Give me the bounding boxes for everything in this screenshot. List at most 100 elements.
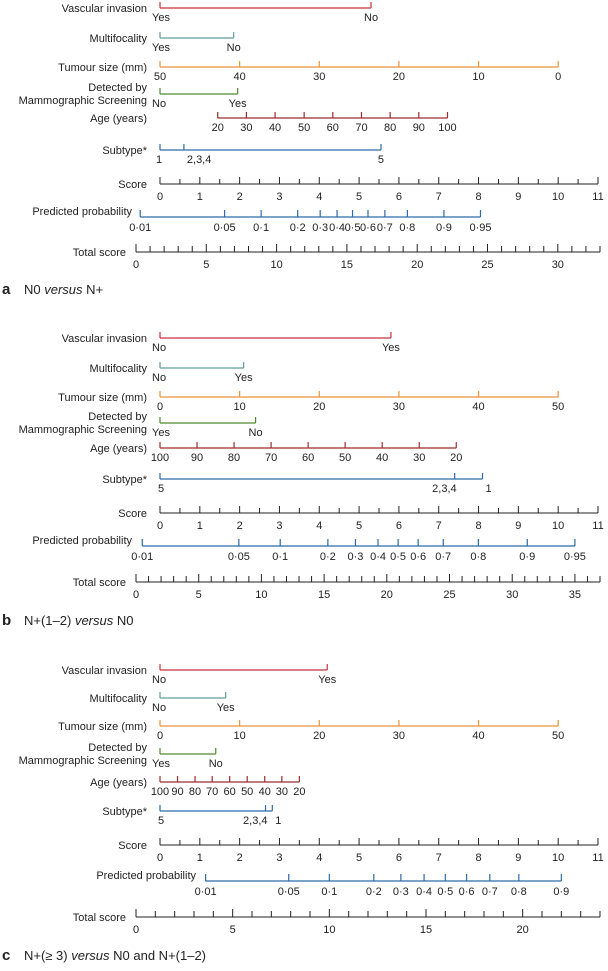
- row-point-label: 60: [224, 786, 236, 798]
- row-point-label: 80: [189, 786, 201, 798]
- nomogram-panel-c: Vascular invasion No Yes Multifocality No Yes…: [2, 664, 604, 964]
- probability-tick-label: 0·5: [437, 886, 453, 898]
- score-tick-label: 5: [356, 520, 362, 532]
- row-point-label: 20: [313, 730, 325, 742]
- row-point-label: 30: [393, 730, 405, 742]
- total-tick-label: 5: [196, 589, 202, 601]
- row-label-tumour: Tumour size (mm): [58, 62, 147, 74]
- score-tick-label: 7: [436, 520, 442, 532]
- row-point-label: 50: [298, 122, 310, 134]
- panel-letter: c: [2, 947, 10, 964]
- total-tick-label: 15: [341, 259, 353, 271]
- score-tick-label: 2: [237, 191, 243, 203]
- row-point-label: Yes: [152, 427, 170, 439]
- row-point-label: 80: [228, 452, 240, 464]
- row-point-label: No: [249, 427, 263, 439]
- total-score-label: Total score: [73, 247, 126, 259]
- panel-letter: a: [2, 281, 11, 298]
- row-point-label: No: [152, 342, 166, 354]
- row-label-subtype: Subtype*: [102, 474, 147, 486]
- score-tick-label: 1: [197, 852, 203, 864]
- row-point-label: 100: [151, 786, 169, 798]
- row-point-label: No: [209, 758, 223, 770]
- probability-tick-label: 0·7: [377, 222, 393, 234]
- predicted-probability-axis: Predicted probability 0·01 0·05 0·1 0·2 0·3 0·…: [32, 535, 586, 563]
- row-point-label: 1: [275, 815, 281, 827]
- row-point-label: 30: [240, 122, 252, 134]
- row-point-label: 20: [313, 401, 325, 413]
- probability-tick-label: 0·9: [436, 222, 452, 234]
- row-multifocality: Multifocality Yes No: [90, 32, 241, 54]
- row-point-label: 60: [327, 122, 339, 134]
- row-label-multifocality: Multifocality: [90, 693, 148, 705]
- row-point-label: No: [152, 372, 166, 384]
- probability-label: Predicted probability: [96, 870, 196, 882]
- row-point-label: 5: [378, 154, 384, 166]
- total-tick-label: 0: [133, 589, 139, 601]
- row-point-label: 50: [154, 71, 166, 83]
- row-point-label: Yes: [318, 674, 336, 686]
- row-point-label: 20: [450, 452, 462, 464]
- row-point-label: 90: [413, 122, 425, 134]
- total-tick-label: 5: [203, 259, 209, 271]
- score-tick-label: 3: [276, 520, 282, 532]
- row-label-detected: Detected by: [88, 411, 147, 423]
- probability-tick-label: 0·05: [214, 222, 236, 234]
- score-tick-label: 1: [197, 191, 203, 203]
- score-tick-label: 2: [237, 852, 243, 864]
- nomogram-panel-a: Vascular invasion Yes No Multifocality Yes No…: [2, 2, 604, 298]
- row-point-label: 5: [158, 815, 164, 827]
- row-point-label: 40: [376, 452, 388, 464]
- probability-tick-label: 0·1: [253, 222, 269, 234]
- score-tick-label: 2: [237, 520, 243, 532]
- row-label-age: Age (years): [90, 443, 147, 455]
- score-tick-label: 7: [436, 852, 442, 864]
- panel-title-a: a N0 versus N+: [2, 281, 103, 298]
- row-point-label: 10: [234, 401, 246, 413]
- total-score-axis: Total score 0 5 10 15 20 25 30 35: [73, 574, 601, 601]
- probability-label: Predicted probability: [32, 206, 132, 218]
- row-point-label: 30: [313, 71, 325, 83]
- probability-tick-label: 0·05: [278, 886, 300, 898]
- row-point-label: 2,3,4: [187, 154, 211, 166]
- row-point-label: 70: [265, 452, 277, 464]
- row-point-label: Yes: [235, 372, 253, 384]
- row-point-label: Yes: [217, 702, 235, 714]
- panel-title-text: N+(≥ 3) versus N0 and N+(1–2): [24, 948, 206, 963]
- probability-tick-label: 0·5: [390, 551, 406, 563]
- panel-title-b: b N+(1–2) versus N0: [2, 612, 133, 629]
- probability-tick-label: 0·4: [370, 551, 386, 563]
- score-tick-label: 3: [276, 191, 282, 203]
- probability-tick-label: 0·6: [459, 886, 475, 898]
- score-tick-label: 10: [552, 191, 564, 203]
- row-point-label: 30: [393, 401, 405, 413]
- row-label-detected: Mammographic Screening: [19, 95, 147, 107]
- score-tick-label: 8: [475, 520, 481, 532]
- row-point-label: Yes: [152, 12, 170, 24]
- total-tick-label: 20: [411, 259, 423, 271]
- row-subtype: Subtype* 1 2,3,4 5: [102, 144, 384, 166]
- row-point-label: 50: [241, 786, 253, 798]
- probability-tick-label: 0·4: [416, 886, 432, 898]
- panel-letter: b: [2, 612, 11, 629]
- row-point-label: 10: [472, 71, 484, 83]
- row-point-label: 40: [269, 122, 281, 134]
- row-subtype: Subtype* 5 2,3,4 1: [102, 473, 492, 495]
- row-point-label: No: [364, 12, 378, 24]
- row-point-label: 100: [438, 122, 456, 134]
- probability-tick-label: 0·5: [345, 222, 361, 234]
- probability-tick-label: 0·8: [470, 551, 486, 563]
- row-point-label: 50: [339, 452, 351, 464]
- total-tick-label: 20: [381, 589, 393, 601]
- total-tick-label: 5: [230, 924, 236, 936]
- score-tick-label: 11: [592, 191, 603, 203]
- row-label-age: Age (years): [90, 777, 147, 789]
- row-point-label: 10: [234, 730, 246, 742]
- row-label-detected: Mammographic Screening: [19, 755, 147, 767]
- row-point-label: 80: [384, 122, 396, 134]
- probability-tick-label: 0·95: [469, 222, 491, 234]
- score-tick-label: 6: [396, 191, 402, 203]
- score-tick-label: 4: [316, 852, 322, 864]
- probability-tick-label: 0·01: [129, 222, 151, 234]
